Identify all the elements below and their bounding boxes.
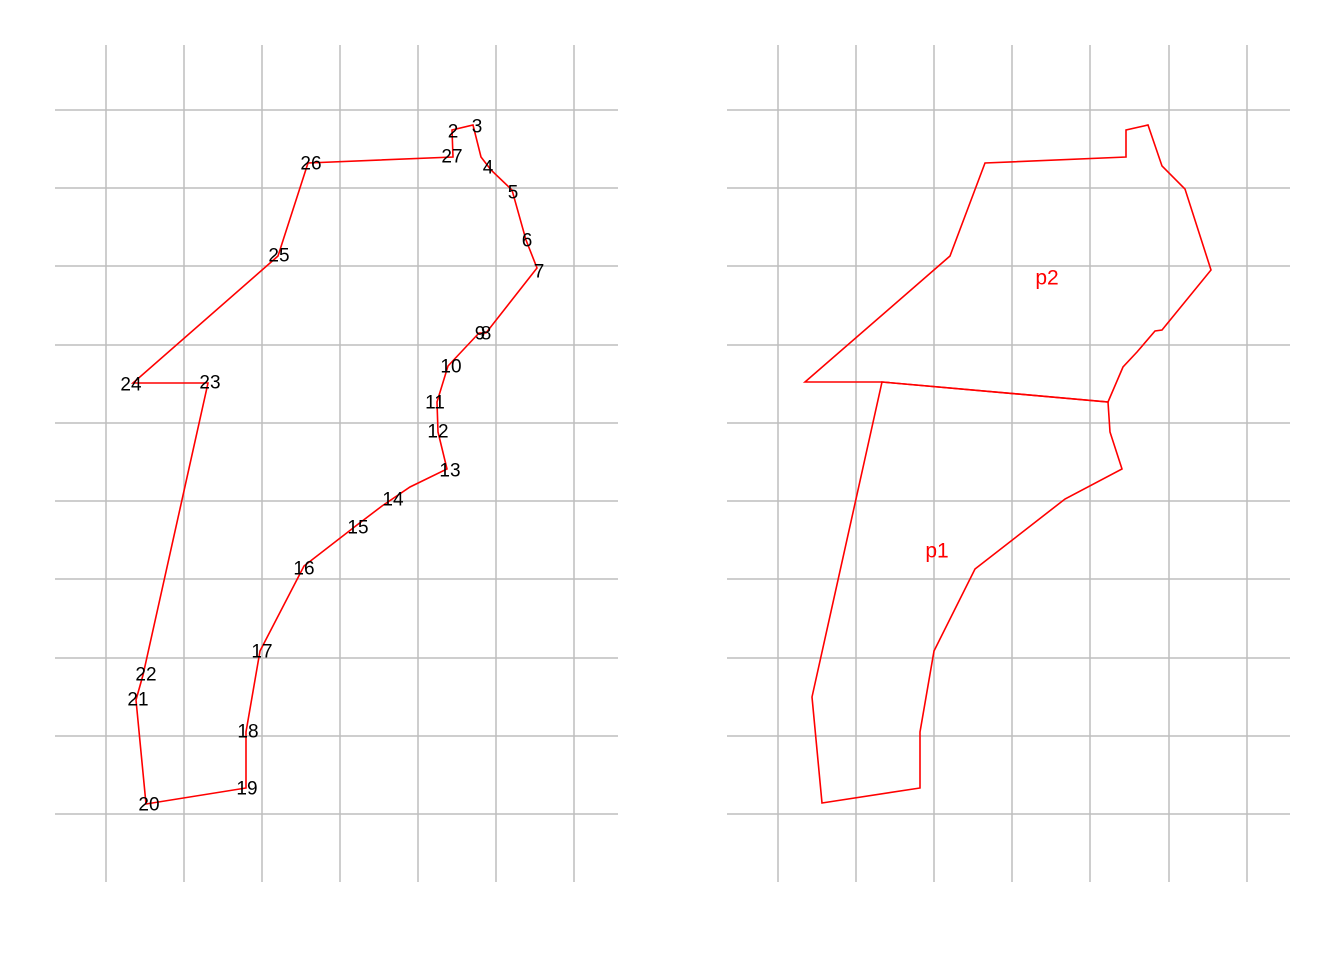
vertex-label-6: 6 — [522, 231, 533, 252]
vertex-label-27: 27 — [441, 147, 462, 168]
vertex-label-11: 11 — [425, 393, 445, 414]
vertex-label-9: 9 — [475, 324, 486, 345]
vertex-label-24: 24 — [120, 375, 142, 396]
vertex-label-4: 4 — [483, 158, 494, 179]
part-p1-outline — [811, 381, 1123, 804]
vertex-label-19: 19 — [236, 779, 257, 800]
right-panel-split-parts: p1 p2 — [727, 45, 1290, 882]
vertex-label-15: 15 — [347, 518, 368, 539]
vertex-label-12: 12 — [427, 422, 448, 443]
vertex-label-25: 25 — [268, 246, 289, 267]
part-p2-outline — [802, 124, 1212, 403]
vertex-label-7: 7 — [534, 262, 545, 283]
vertex-label-13: 13 — [439, 461, 460, 482]
vertex-labels: 2 3 4 5 6 7 8 9 10 11 12 13 14 15 16 17 … — [120, 117, 544, 816]
part-label-p2: p2 — [1035, 267, 1058, 290]
vertex-label-21: 21 — [127, 690, 148, 711]
vertex-label-20: 20 — [138, 795, 159, 816]
vertex-label-18: 18 — [237, 722, 258, 743]
vertex-label-8: 8 — [481, 324, 492, 345]
left-polygon-outline — [130, 124, 538, 805]
left-panel-vertex-map: 2 3 4 5 6 7 8 9 10 11 12 13 14 15 16 17 … — [55, 45, 618, 882]
vertex-label-16: 16 — [293, 559, 314, 580]
vertex-label-14: 14 — [382, 490, 404, 511]
vertex-label-3: 3 — [472, 117, 483, 138]
vertex-label-10: 10 — [440, 357, 461, 378]
left-grid — [55, 45, 618, 882]
vertex-label-26: 26 — [300, 154, 321, 175]
vertex-label-2: 2 — [448, 122, 459, 143]
vertex-label-23: 23 — [199, 373, 220, 394]
part-label-p1: p1 — [925, 540, 948, 563]
right-grid — [727, 45, 1290, 882]
vertex-label-22: 22 — [135, 665, 156, 686]
vertex-label-5: 5 — [508, 183, 519, 204]
vertex-label-17: 17 — [251, 642, 272, 663]
